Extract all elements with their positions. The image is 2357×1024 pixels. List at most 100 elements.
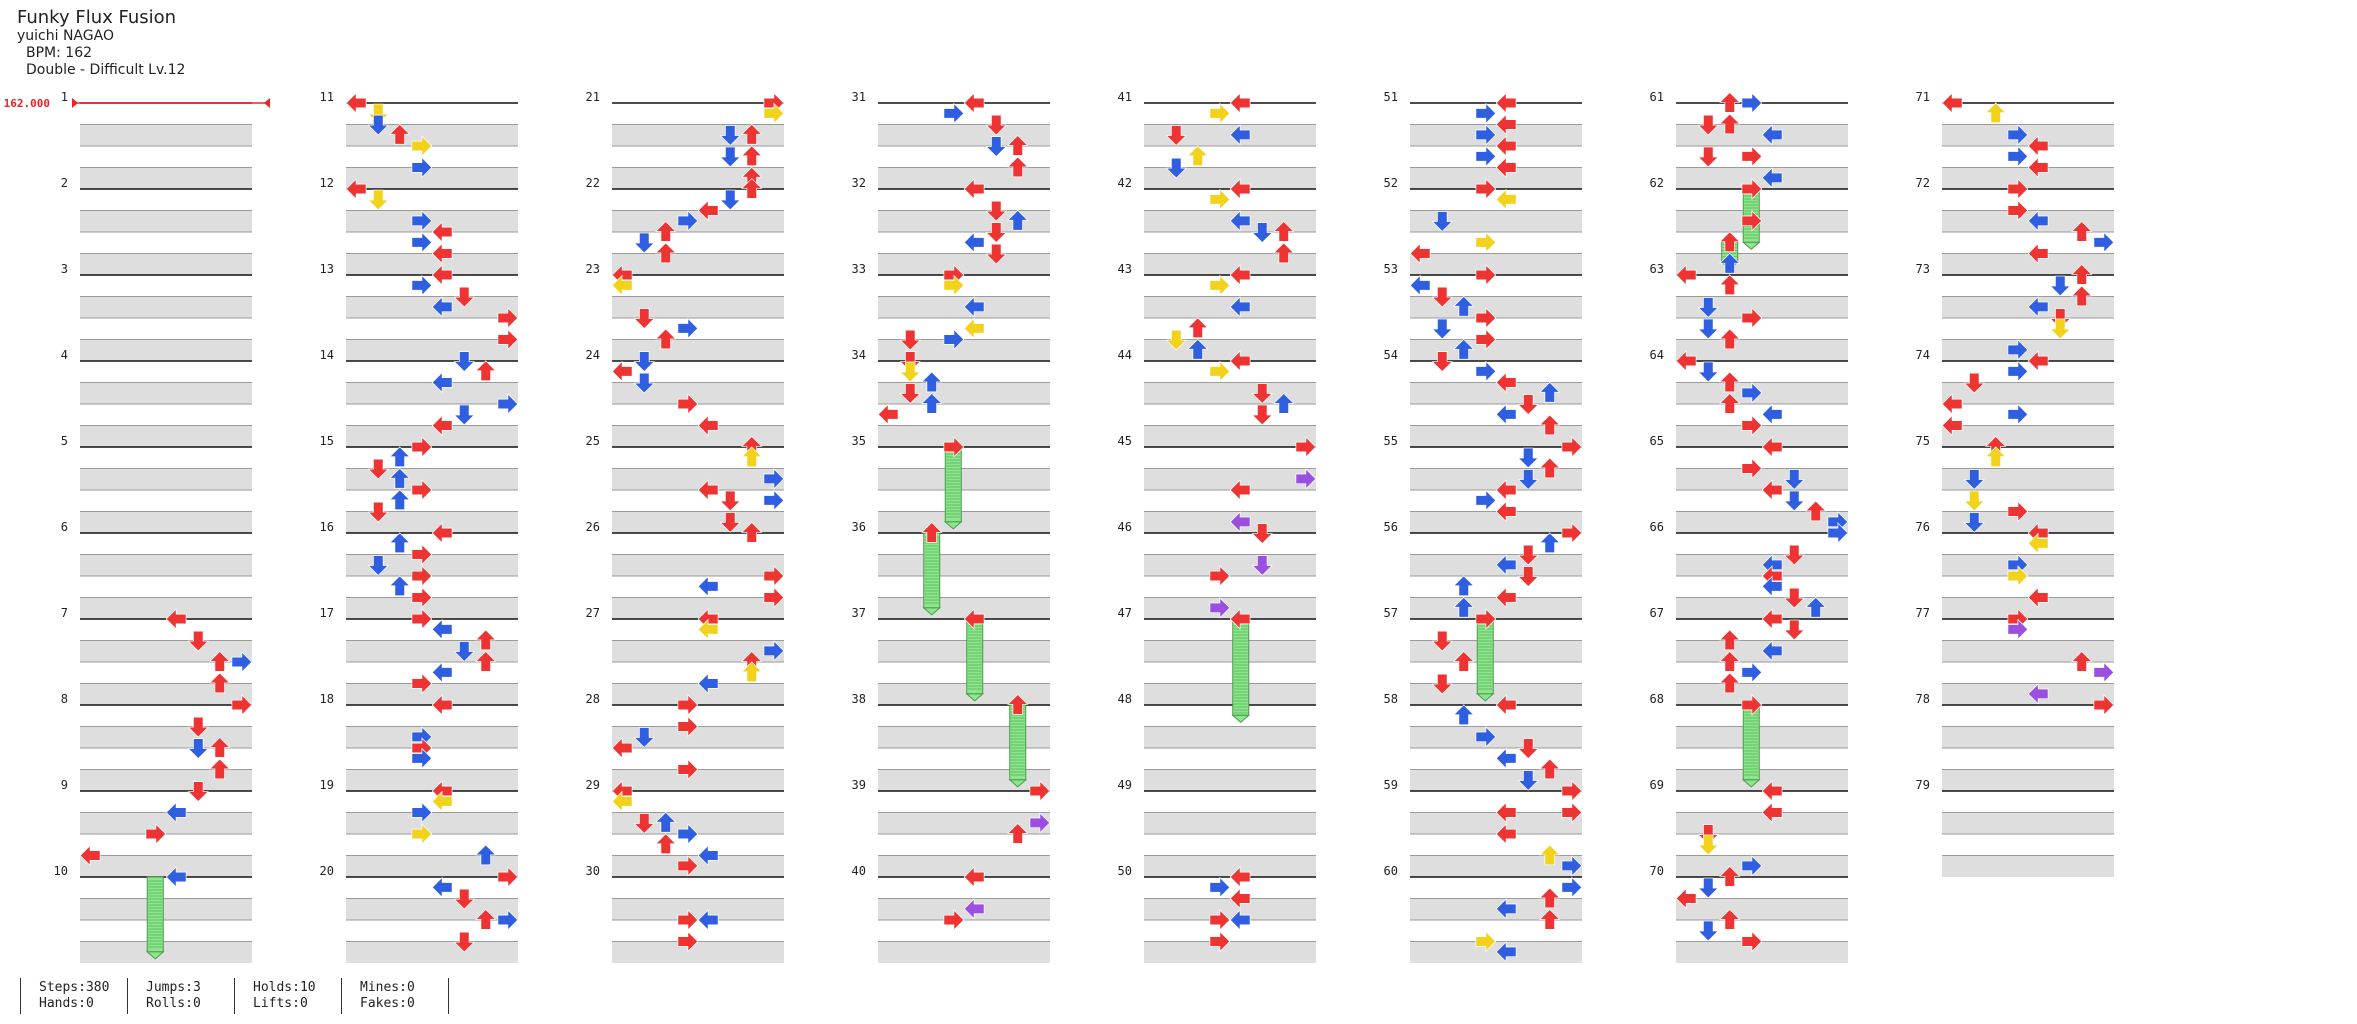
beat-stripe	[612, 640, 784, 662]
arrow-right-icon	[497, 393, 519, 415]
stats-box-holds: Holds:10 Lifts:0	[234, 978, 341, 1014]
arrow-down-icon	[367, 501, 389, 523]
song-artist: yuichi NAGAO	[17, 28, 114, 44]
arrow-right-icon	[2007, 500, 2029, 523]
measure-number: 36	[852, 520, 866, 534]
arrow-left-icon	[1761, 801, 1783, 824]
measure-number: 54	[1384, 348, 1398, 362]
stats-box-steps: Steps:380 Hands:0	[20, 978, 127, 1014]
arrow-left-icon	[1229, 264, 1251, 286]
arrow-right-icon	[1475, 930, 1497, 953]
arrow-left-icon	[431, 790, 453, 813]
beat-stripe	[1676, 210, 1848, 232]
measure-number: 33	[852, 262, 866, 276]
arrow-left-icon	[1941, 92, 1963, 114]
arrow-right-icon	[1475, 328, 1497, 351]
measure-number: 25	[586, 434, 600, 448]
measure-number: 5	[61, 434, 68, 448]
arrow-right-icon	[2007, 124, 2029, 146]
beat-stripe	[1676, 253, 1848, 275]
beat-stripe	[1676, 683, 1848, 705]
arrow-left-icon	[2027, 156, 2049, 179]
beat-stripe	[346, 296, 518, 318]
arrow-up-icon	[2071, 264, 2093, 285]
measure-number: 16	[320, 520, 334, 534]
beat-stripe	[878, 339, 1050, 361]
arrow-down-icon	[719, 490, 741, 512]
arrow-down-icon	[719, 512, 741, 533]
arrow-right-icon	[411, 565, 433, 587]
arrow-down-icon	[633, 232, 655, 254]
beat-stripe	[346, 554, 518, 576]
arrow-right-icon	[677, 909, 699, 931]
arrow-right-icon	[1741, 178, 1763, 200]
arrow-down-icon	[1783, 469, 1805, 490]
beat-stripe	[346, 941, 518, 963]
beat-stripe	[1676, 511, 1848, 533]
arrow-right-icon	[1741, 930, 1763, 953]
beat-stripe	[612, 726, 784, 748]
beat-stripe	[80, 554, 252, 576]
beat-stripe	[612, 210, 784, 232]
arrow-left-icon	[1761, 436, 1783, 458]
arrow-left-icon	[1495, 801, 1517, 824]
arrow-left-icon	[1495, 92, 1517, 114]
arrow-left-icon	[2027, 683, 2049, 705]
beat-stripe	[1144, 124, 1316, 146]
beat-stripe	[1410, 425, 1582, 447]
arrow-right-icon	[497, 328, 519, 351]
arrow-up-icon	[1273, 242, 1295, 264]
arrow-down-icon	[1251, 383, 1273, 404]
arrow-left-icon	[1761, 479, 1783, 501]
arrow-up-icon	[1719, 231, 1741, 253]
measure-number: 71	[1916, 90, 1930, 104]
arrow-left-icon	[1495, 941, 1517, 963]
arrow-up-icon	[655, 221, 677, 242]
arrow-up-icon	[1539, 414, 1561, 436]
arrow-right-icon	[677, 694, 699, 716]
arrow-right-icon	[411, 135, 433, 157]
beat-stripe	[1410, 468, 1582, 490]
arrow-left-icon	[697, 909, 719, 931]
chart-stats: Steps:380 Hands:0 Jumps:3 Rolls:0 Holds:…	[0, 978, 480, 1014]
measure-number: 58	[1384, 692, 1398, 706]
arrow-right-icon	[677, 317, 699, 340]
arrow-up-icon	[389, 575, 411, 597]
arrow-right-icon	[1475, 608, 1497, 630]
arrow-left-icon	[1229, 479, 1251, 501]
beat-stripe	[1942, 339, 2114, 361]
arrow-down-icon	[719, 125, 741, 146]
beat-stripe	[346, 167, 518, 189]
arrow-left-icon	[1409, 242, 1431, 265]
beat-stripe	[878, 210, 1050, 232]
arrow-left-icon	[431, 522, 453, 544]
beat-stripe	[612, 167, 784, 189]
arrow-left-icon	[697, 618, 719, 641]
stats-box-jumps: Jumps:3 Rolls:0	[127, 978, 234, 1014]
arrow-right-icon	[677, 715, 699, 738]
beat-stripe	[80, 210, 252, 232]
beat-stripe	[1410, 339, 1582, 361]
measure-number: 41	[1118, 90, 1132, 104]
stat-jumps: Jumps:3	[146, 980, 201, 995]
arrow-up-icon	[1539, 457, 1561, 479]
arrow-left-icon	[963, 317, 985, 340]
hold-note-icon	[922, 532, 942, 616]
arrow-right-icon	[1209, 188, 1231, 211]
beat-stripe	[346, 726, 518, 748]
arrow-down-icon	[633, 351, 655, 372]
arrow-up-icon	[1719, 909, 1741, 930]
arrow-right-icon	[1561, 436, 1583, 458]
arrow-right-icon	[497, 307, 519, 329]
beat-stripe	[1676, 554, 1848, 576]
beat-stripe	[1676, 425, 1848, 447]
arrow-down-icon	[2049, 318, 2071, 340]
beat-stripe	[1144, 468, 1316, 490]
arrow-right-icon	[2093, 661, 2115, 684]
measure-number: 64	[1650, 348, 1664, 362]
beat-stripe	[612, 339, 784, 361]
arrow-right-icon	[2093, 694, 2115, 716]
staff-layer	[80, 102, 2114, 963]
arrow-right-icon	[1475, 726, 1497, 748]
arrow-down-icon	[1783, 587, 1805, 609]
